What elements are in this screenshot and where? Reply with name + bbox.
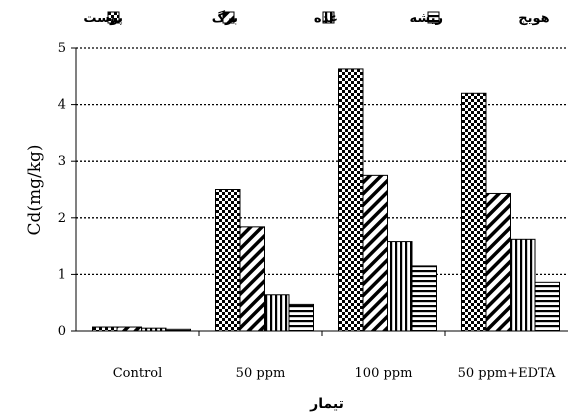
legend-swatch-tuber	[322, 11, 335, 24]
legend-label-tuber: غده	[314, 11, 338, 26]
legend-swatch-root	[427, 11, 440, 24]
chart-title: هویج	[518, 11, 549, 26]
gridlines	[76, 47, 568, 276]
x-tick-label: Control	[113, 366, 163, 381]
bar-0-0	[92, 326, 118, 332]
y-tick-label: 5	[58, 41, 66, 56]
bar-1-1	[239, 226, 265, 332]
x-tick-label: 50 ppm+EDTA	[458, 366, 556, 381]
y-tick-label: 3	[58, 154, 66, 169]
bar-3-0	[461, 92, 487, 332]
y-axis-label: Cd(mg/kg)	[25, 144, 45, 235]
y-tick-label: 1	[58, 267, 66, 282]
x-axis-label: تیمار	[309, 396, 344, 412]
legend-item-leaf: برگ	[212, 9, 238, 26]
legend-item-tuber: غده	[314, 11, 338, 26]
bar-1-0	[215, 189, 241, 332]
bar-3-1	[485, 192, 511, 332]
legend-label-leaf: برگ	[212, 9, 238, 26]
tick-labels: 0 1 2 3 4 5 Control 50 ppm 100 ppm 50 ppm+EDTA	[58, 41, 556, 381]
legend-item-root: ریشه	[410, 11, 443, 26]
legend-label-skin: پوست	[83, 11, 123, 26]
bar-3-3	[534, 281, 560, 332]
legend-item-skin: پوست	[83, 11, 123, 26]
legend-swatch-skin	[107, 11, 120, 24]
x-tick-label: 50 ppm	[236, 366, 286, 381]
legend-label-root: ریشه	[410, 11, 443, 26]
bar-3-2	[510, 238, 536, 332]
legend: پوست برگ غده ریشه	[83, 9, 443, 26]
axes	[71, 47, 568, 336]
bar-2-1	[362, 174, 388, 332]
x-tick-label: 100 ppm	[355, 366, 413, 381]
y-tick-label: 4	[58, 98, 66, 113]
y-tick-label: 0	[58, 324, 66, 339]
bar-2-3	[411, 265, 437, 332]
legend-swatch-leaf	[222, 11, 235, 24]
bar-2-2	[387, 241, 413, 332]
bar-1-2	[264, 294, 290, 332]
y-tick-label: 2	[58, 211, 66, 226]
bars	[92, 68, 560, 332]
bar-2-0	[338, 68, 364, 332]
bar-1-3	[288, 303, 314, 332]
bar-0-1	[116, 326, 142, 332]
